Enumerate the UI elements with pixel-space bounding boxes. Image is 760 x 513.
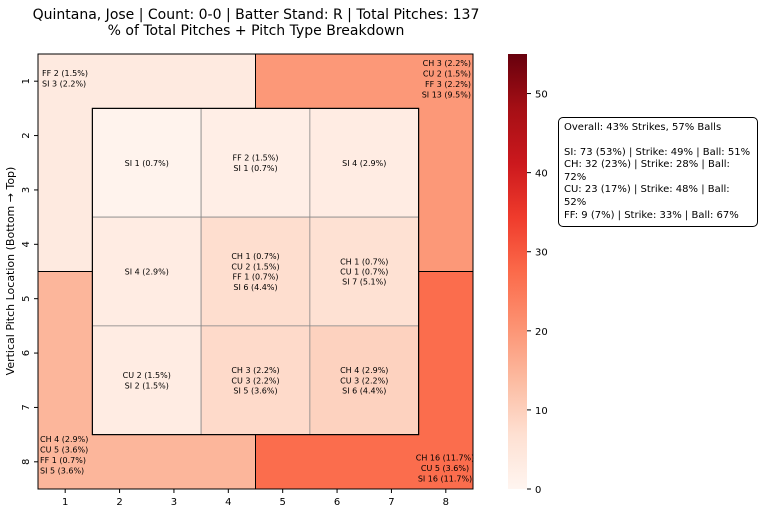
chart-title: Quintana, Jose | Count: 0-0 | Batter Sta… bbox=[33, 7, 480, 23]
strike-zone-cell bbox=[200, 107, 311, 218]
outer-zone-label: CU 2 (1.5%) bbox=[423, 70, 471, 79]
outer-zone-label: CH 4 (2.9%) bbox=[40, 435, 88, 444]
strike-zone-label: FF 1 (0.7%) bbox=[233, 273, 279, 282]
outer-zone-label: CH 3 (2.2%) bbox=[423, 59, 471, 68]
strike-zone-cell bbox=[309, 107, 420, 218]
colorbar-tick-label: 30 bbox=[535, 248, 548, 259]
outer-zone-label: SI 16 (11.7%) bbox=[418, 475, 472, 484]
strike-zone-label: SI 1 (0.7%) bbox=[233, 164, 277, 173]
y-tick-label: 4 bbox=[21, 241, 32, 247]
strike-zone-cell bbox=[91, 107, 202, 218]
colorbar-tick-label: 50 bbox=[535, 90, 548, 101]
outer-zone-label: FF 1 (0.7%) bbox=[40, 456, 86, 465]
colorbar-tick-label: 20 bbox=[535, 327, 548, 338]
colorbar-tick-label: 40 bbox=[535, 169, 548, 180]
strike-zone-cell bbox=[309, 216, 420, 327]
summary-line-ch: CH: 32 (23%) | Strike: 28% | Ball: 72% bbox=[564, 159, 730, 183]
y-tick-label: 8 bbox=[21, 459, 32, 465]
strike-zone-label: SI 5 (3.6%) bbox=[233, 386, 277, 395]
x-tick-label: 5 bbox=[280, 497, 286, 508]
colorbar-gradient bbox=[508, 54, 527, 489]
strike-zone-label: CH 1 (0.7%) bbox=[231, 252, 279, 261]
outer-zone-label: CU 5 (3.6%) bbox=[421, 464, 469, 473]
strike-zone-label: SI 4 (2.9%) bbox=[125, 268, 169, 277]
strike-zone-cell bbox=[91, 325, 202, 436]
x-tick-label: 2 bbox=[116, 497, 122, 508]
summary-line-cu: CU: 23 (17%) | Strike: 48% | Ball: 52% bbox=[564, 184, 730, 208]
strike-zone-cell bbox=[309, 325, 420, 436]
y-tick-label: 6 bbox=[21, 350, 32, 356]
summary-box: Overall: 43% Strikes, 57% Balls SI: 73 (… bbox=[558, 117, 758, 228]
y-axis-label: Vertical Pitch Location (Bottom → Top) bbox=[4, 167, 17, 376]
strike-zone-label: CU 1 (0.7%) bbox=[340, 268, 388, 277]
strike-zone-label: CU 3 (2.2%) bbox=[340, 376, 388, 385]
x-tick-label: 8 bbox=[443, 497, 449, 508]
x-tick-label: 4 bbox=[225, 497, 231, 508]
strike-zone-cell bbox=[200, 216, 311, 327]
outer-zone-label: SI 5 (3.6%) bbox=[40, 467, 84, 476]
outer-zone-label: FF 2 (1.5%) bbox=[42, 69, 88, 78]
strike-zone-label: CU 2 (1.5%) bbox=[231, 262, 279, 271]
outer-zone-label: SI 3 (2.2%) bbox=[42, 80, 86, 89]
chart-subtitle: % of Total Pitches + Pitch Type Breakdow… bbox=[108, 23, 405, 39]
colorbar-tick-label: 10 bbox=[535, 406, 548, 417]
strike-zone-label: CH 1 (0.7%) bbox=[340, 257, 388, 266]
strike-zone-label: CU 2 (1.5%) bbox=[123, 371, 171, 380]
plot-area: FF 2 (1.5%) SI 3 (2.2%) CH 3 (2.2%) CU 2 (1… bbox=[21, 53, 475, 508]
y-tick-label: 1 bbox=[21, 78, 32, 84]
strike-zone-label: SI 4 (2.9%) bbox=[342, 159, 386, 168]
x-tick-label: 7 bbox=[388, 497, 394, 508]
summary-line-ff: FF: 9 (7%) | Strike: 33% | Ball: 67% bbox=[564, 209, 739, 221]
x-tick-label: 3 bbox=[171, 497, 177, 508]
y-tick-label: 2 bbox=[21, 132, 32, 138]
plot-frame bbox=[37, 53, 474, 490]
outer-zone-label: CU 5 (3.6%) bbox=[40, 446, 88, 455]
strike-zone-border bbox=[91, 107, 420, 436]
strike-zone-label: SI 6 (4.4%) bbox=[342, 386, 386, 395]
x-tick-label: 1 bbox=[62, 497, 68, 508]
strike-zone-label: SI 6 (4.4%) bbox=[233, 283, 277, 292]
strike-zone-label: FF 2 (1.5%) bbox=[233, 154, 279, 163]
colorbar: 0 10 20 30 40 50 bbox=[508, 54, 548, 496]
strike-zone-label: SI 2 (1.5%) bbox=[125, 381, 169, 390]
strike-zone-label: SI 7 (5.1%) bbox=[342, 278, 386, 287]
outer-zone-label: SI 13 (9.5%) bbox=[422, 91, 471, 100]
strike-zone-label: CH 3 (2.2%) bbox=[231, 366, 279, 375]
x-tick-label: 6 bbox=[334, 497, 340, 508]
summary-line-si: SI: 73 (53%) | Strike: 49% | Ball: 51% bbox=[564, 146, 751, 158]
outer-zone-label: FF 3 (2.2%) bbox=[425, 80, 471, 89]
strike-zone-label: SI 1 (0.7%) bbox=[125, 159, 169, 168]
outer-zone-label: CH 16 (11.7%) bbox=[416, 454, 475, 463]
strike-zone-label: CU 3 (2.2%) bbox=[231, 376, 279, 385]
y-tick-label: 5 bbox=[21, 296, 32, 302]
y-tick-label: 3 bbox=[21, 187, 32, 193]
strike-zone-label: CH 4 (2.9%) bbox=[340, 366, 388, 375]
summary-overall: Overall: 43% Strikes, 57% Balls bbox=[564, 122, 722, 133]
y-tick-label: 7 bbox=[21, 404, 32, 410]
colorbar-tick-label: 0 bbox=[535, 485, 541, 496]
